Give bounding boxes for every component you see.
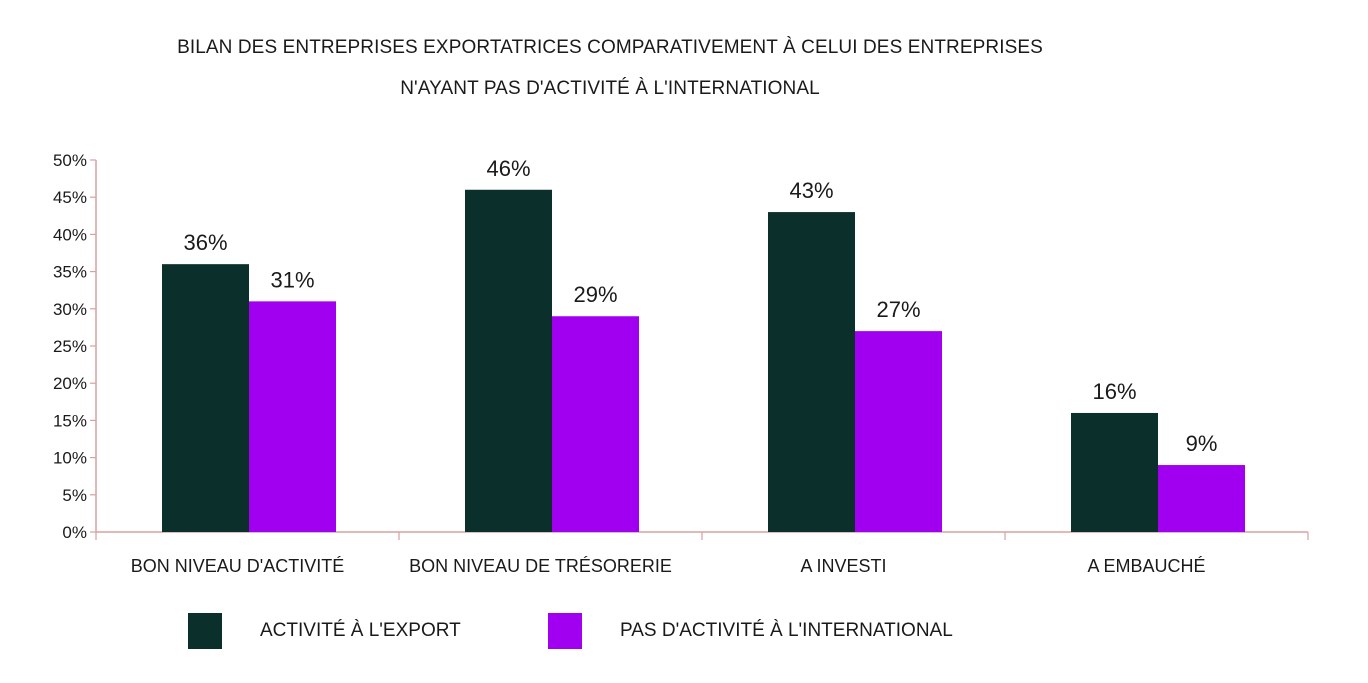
legend-item-series-2: PAS D'ACTIVITÉ À L'INTERNATIONAL [548, 613, 953, 649]
y-tick-label: 50% [53, 151, 87, 170]
bar-series-1 [768, 212, 855, 532]
y-tick-label: 35% [53, 263, 87, 282]
y-tick-label: 30% [53, 300, 87, 319]
legend-swatch-series-1 [188, 613, 222, 649]
data-label-series-2: 9% [1186, 431, 1218, 456]
x-tick-label: BON NIVEAU DE TRÉSORERIE [409, 556, 672, 576]
y-tick-label: 10% [53, 449, 87, 468]
chart-title-line-1: BILAN DES ENTREPRISES EXPORTATRICES COMP… [177, 37, 1043, 58]
data-label-series-2: 31% [270, 267, 314, 292]
y-tick-label: 20% [53, 374, 87, 393]
data-label-series-1: 36% [183, 230, 227, 255]
y-tick-label: 5% [62, 486, 87, 505]
legend-label-series-2: PAS D'ACTIVITÉ À L'INTERNATIONAL [620, 620, 953, 641]
y-tick-label: 25% [53, 337, 87, 356]
y-tick-label: 45% [53, 188, 87, 207]
bar-series-1 [1071, 412, 1158, 532]
x-tick-label: A INVESTI [800, 556, 886, 576]
y-tick-label: 40% [53, 225, 87, 244]
bar-series-2 [855, 331, 942, 532]
bar-series-2 [249, 301, 336, 532]
data-label-series-1: 46% [486, 156, 530, 181]
chart-title-line-2: N'AYANT PAS D'ACTIVITÉ À L'INTERNATIONAL [400, 78, 820, 99]
x-tick-label: BON NIVEAU D'ACTIVITÉ [131, 556, 344, 576]
y-tick-label: 0% [62, 523, 87, 542]
legend-swatch-series-2 [548, 613, 582, 649]
data-label-series-2: 29% [573, 282, 617, 307]
bar-series-2 [552, 316, 639, 532]
data-label-series-1: 43% [789, 178, 833, 203]
y-tick-label: 15% [53, 411, 87, 430]
x-tick-label: A EMBAUCHÉ [1087, 556, 1205, 576]
bar-series-1 [162, 264, 249, 532]
data-label-series-2: 27% [876, 297, 920, 322]
bar-series-2 [1158, 465, 1245, 532]
legend-label-series-1: ACTIVITÉ À L'EXPORT [260, 620, 461, 641]
bar-series-1 [465, 189, 552, 532]
legend-item-series-1: ACTIVITÉ À L'EXPORT [188, 613, 461, 649]
data-label-series-1: 16% [1092, 379, 1136, 404]
